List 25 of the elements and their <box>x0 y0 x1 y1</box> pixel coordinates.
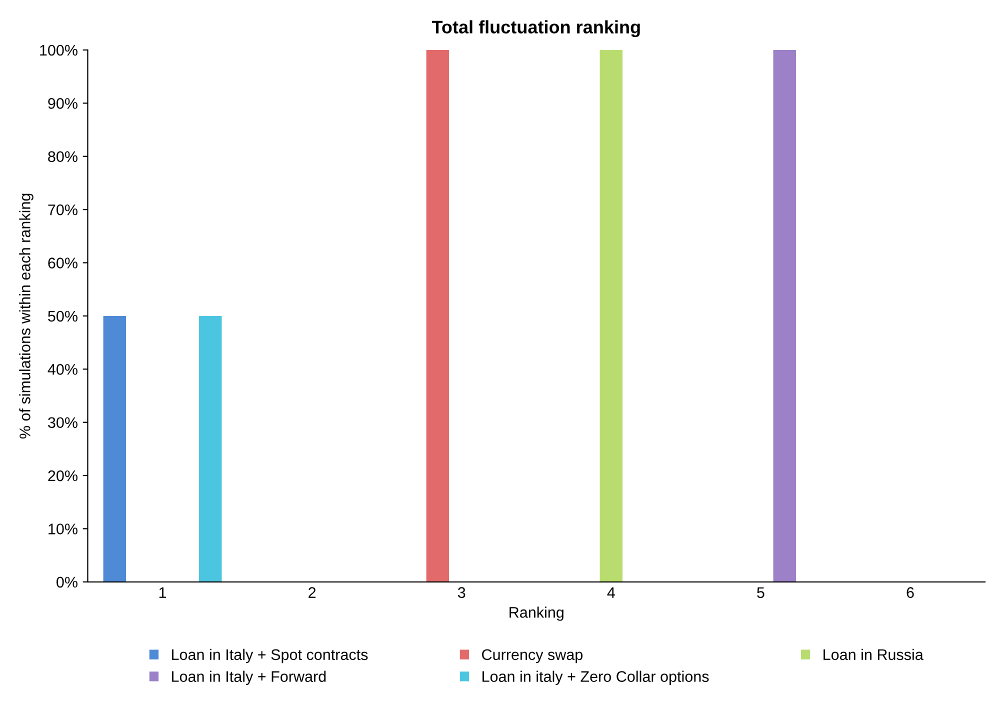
x-tick-label: 3 <box>458 587 466 598</box>
y-tick-label: 30% <box>48 417 78 428</box>
legend-label: Loan in Russia <box>824 648 924 660</box>
chart-title: Total fluctuation ranking <box>432 20 640 38</box>
y-tick-label: 100% <box>40 44 78 56</box>
y-tick-label: 90% <box>48 98 78 109</box>
y-tick-label: 20% <box>48 470 78 482</box>
y-tick-label: 0% <box>56 576 78 588</box>
y-tick-label: 70% <box>48 204 78 216</box>
legend-label: Loan in Italy + Forward <box>172 670 326 685</box>
y-tick-label: 80% <box>48 151 78 162</box>
y-tick-label: 60% <box>48 258 78 268</box>
y-axis-title: % of simulations within each ranking <box>19 194 34 439</box>
x-tick-label: 5 <box>757 587 764 598</box>
x-tick-label: 6 <box>906 587 914 598</box>
legend-label: Loan in Italy + Spot contracts <box>172 648 368 664</box>
legend-label: Loan in italy + Zero Collar options <box>482 670 709 685</box>
x-tick-label: 4 <box>607 587 615 598</box>
y-tick-label: 40% <box>48 364 78 375</box>
y-tick-label: 50% <box>48 310 78 322</box>
legend-label: Currency swap <box>482 649 583 664</box>
x-tick-label: 2 <box>308 587 316 598</box>
x-tick-label: 1 <box>159 587 166 598</box>
x-axis-title: Ranking <box>510 606 564 621</box>
y-tick-label: 10% <box>48 524 78 534</box>
